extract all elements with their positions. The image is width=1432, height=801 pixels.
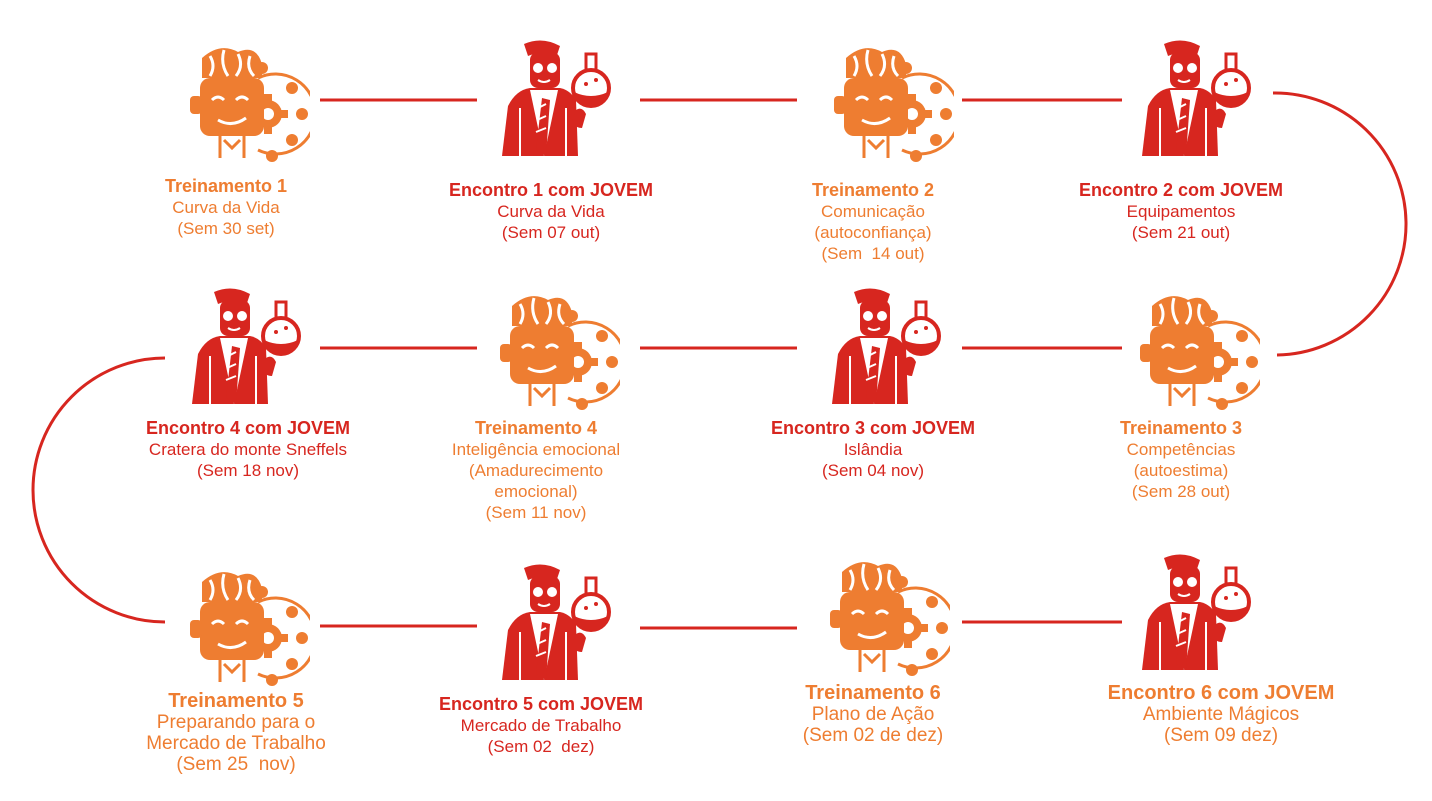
n10-icon xyxy=(490,562,620,692)
n7-title: Treinamento 4 xyxy=(474,418,598,438)
n6-label: Encontro 3 com JOVEM Islândia (Sem 04 no… xyxy=(733,418,1013,481)
n5-date: (Sem 28 out) xyxy=(1131,482,1231,501)
n1-label: Treinamento 1 Curva da Vida (Sem 30 set) xyxy=(86,176,366,239)
n5-line-1: Competências xyxy=(1126,440,1236,459)
n12-title: Encontro 6 com JOVEM xyxy=(1107,682,1335,704)
n5-icon xyxy=(1130,286,1260,416)
n7-line-3: emocional) xyxy=(494,482,578,501)
n8-title: Encontro 4 com JOVEM xyxy=(145,418,351,438)
n4-icon xyxy=(1130,38,1260,168)
n3-title: Treinamento 2 xyxy=(811,180,935,200)
n9-icon xyxy=(180,562,310,692)
n10-date: (Sem 02 dez) xyxy=(487,737,595,756)
connector-n8-n9 xyxy=(31,356,166,624)
n11-date: (Sem 02 de dez) xyxy=(802,725,944,746)
n6-date: (Sem 04 nov) xyxy=(821,461,925,480)
n2-date: (Sem 07 out) xyxy=(501,223,601,242)
n10-line: Mercado de Trabalho xyxy=(460,716,622,735)
brain-gear-icon xyxy=(500,296,620,410)
scientist-icon xyxy=(1142,40,1251,156)
n3-line-1: Comunicação xyxy=(821,202,925,221)
n11-title: Treinamento 6 xyxy=(805,682,941,704)
brain-gear-icon xyxy=(830,562,950,676)
n2-title: Encontro 1 com JOVEM xyxy=(448,180,654,200)
n2-line: Curva da Vida xyxy=(497,202,605,221)
n2-icon xyxy=(490,38,620,168)
n6-line: Islândia xyxy=(843,440,903,459)
n4-label: Encontro 2 com JOVEM Equipamentos (Sem 2… xyxy=(1041,180,1321,243)
n9-date: (Sem 25 nov) xyxy=(176,754,296,775)
n1-title: Treinamento 1 xyxy=(164,176,288,196)
n4-line: Equipamentos xyxy=(1126,202,1236,221)
brain-gear-icon xyxy=(190,572,310,686)
n10-label: Encontro 5 com JOVEM Mercado de Trabalho… xyxy=(401,694,681,757)
scientist-icon xyxy=(192,288,301,404)
scientist-icon xyxy=(832,288,941,404)
n5-line-2: (autoestima) xyxy=(1133,461,1229,480)
n9-label: Treinamento 5 Preparando para o Mercado … xyxy=(96,690,376,775)
n9-title: Treinamento 5 xyxy=(168,690,304,712)
brain-gear-icon xyxy=(190,48,310,162)
n1-line: Curva da Vida xyxy=(172,198,280,217)
n6-icon xyxy=(820,286,950,416)
scientist-icon xyxy=(502,564,611,680)
n1-icon xyxy=(180,38,310,168)
scientist-icon xyxy=(502,40,611,156)
n7-icon xyxy=(490,286,620,416)
n7-date: (Sem 11 nov) xyxy=(485,503,587,522)
n3-date: (Sem 14 out) xyxy=(821,244,925,263)
n11-line: Plano de Ação xyxy=(811,704,935,725)
connector-n4-n5 xyxy=(1272,91,1408,357)
n4-title: Encontro 2 com JOVEM xyxy=(1078,180,1284,200)
n3-icon xyxy=(824,38,954,168)
n12-icon xyxy=(1130,552,1260,682)
scientist-icon xyxy=(1142,554,1251,670)
n3-label: Treinamento 2 Comunicação (autoconfiança… xyxy=(733,180,1013,264)
brain-gear-icon xyxy=(834,48,954,162)
n3-line-2: (autoconfiança) xyxy=(814,223,932,242)
n1-date: (Sem 30 set) xyxy=(177,219,275,238)
n8-icon xyxy=(180,286,310,416)
n4-date: (Sem 21 out) xyxy=(1131,223,1231,242)
n11-icon xyxy=(820,552,950,682)
n8-date: (Sem 18 nov) xyxy=(196,461,300,480)
n2-label: Encontro 1 com JOVEM Curva da Vida (Sem … xyxy=(411,180,691,243)
n5-label: Treinamento 3 Competências (autoestima) … xyxy=(1041,418,1321,502)
n6-title: Encontro 3 com JOVEM xyxy=(770,418,976,438)
n8-line: Cratera do monte Sneffels xyxy=(148,440,348,459)
brain-gear-icon xyxy=(1140,296,1260,410)
n12-line: Ambiente Mágicos xyxy=(1142,704,1300,725)
n10-title: Encontro 5 com JOVEM xyxy=(438,694,644,714)
n7-line-1: Inteligência emocional xyxy=(451,440,621,459)
n12-label: Encontro 6 com JOVEM Ambiente Mágicos (S… xyxy=(1081,682,1361,746)
n5-title: Treinamento 3 xyxy=(1119,418,1243,438)
n7-line-2: (Amadurecimento xyxy=(468,461,604,480)
n11-label: Treinamento 6 Plano de Ação (Sem 02 de d… xyxy=(733,682,1013,746)
n9-line-2: Mercado de Trabalho xyxy=(146,733,326,754)
n8-label: Encontro 4 com JOVEM Cratera do monte Sn… xyxy=(108,418,388,481)
n7-label: Treinamento 4 Inteligência emocional (Am… xyxy=(396,418,676,523)
n12-date: (Sem 09 dez) xyxy=(1163,725,1279,746)
n9-line-1: Preparando para o xyxy=(156,712,316,733)
